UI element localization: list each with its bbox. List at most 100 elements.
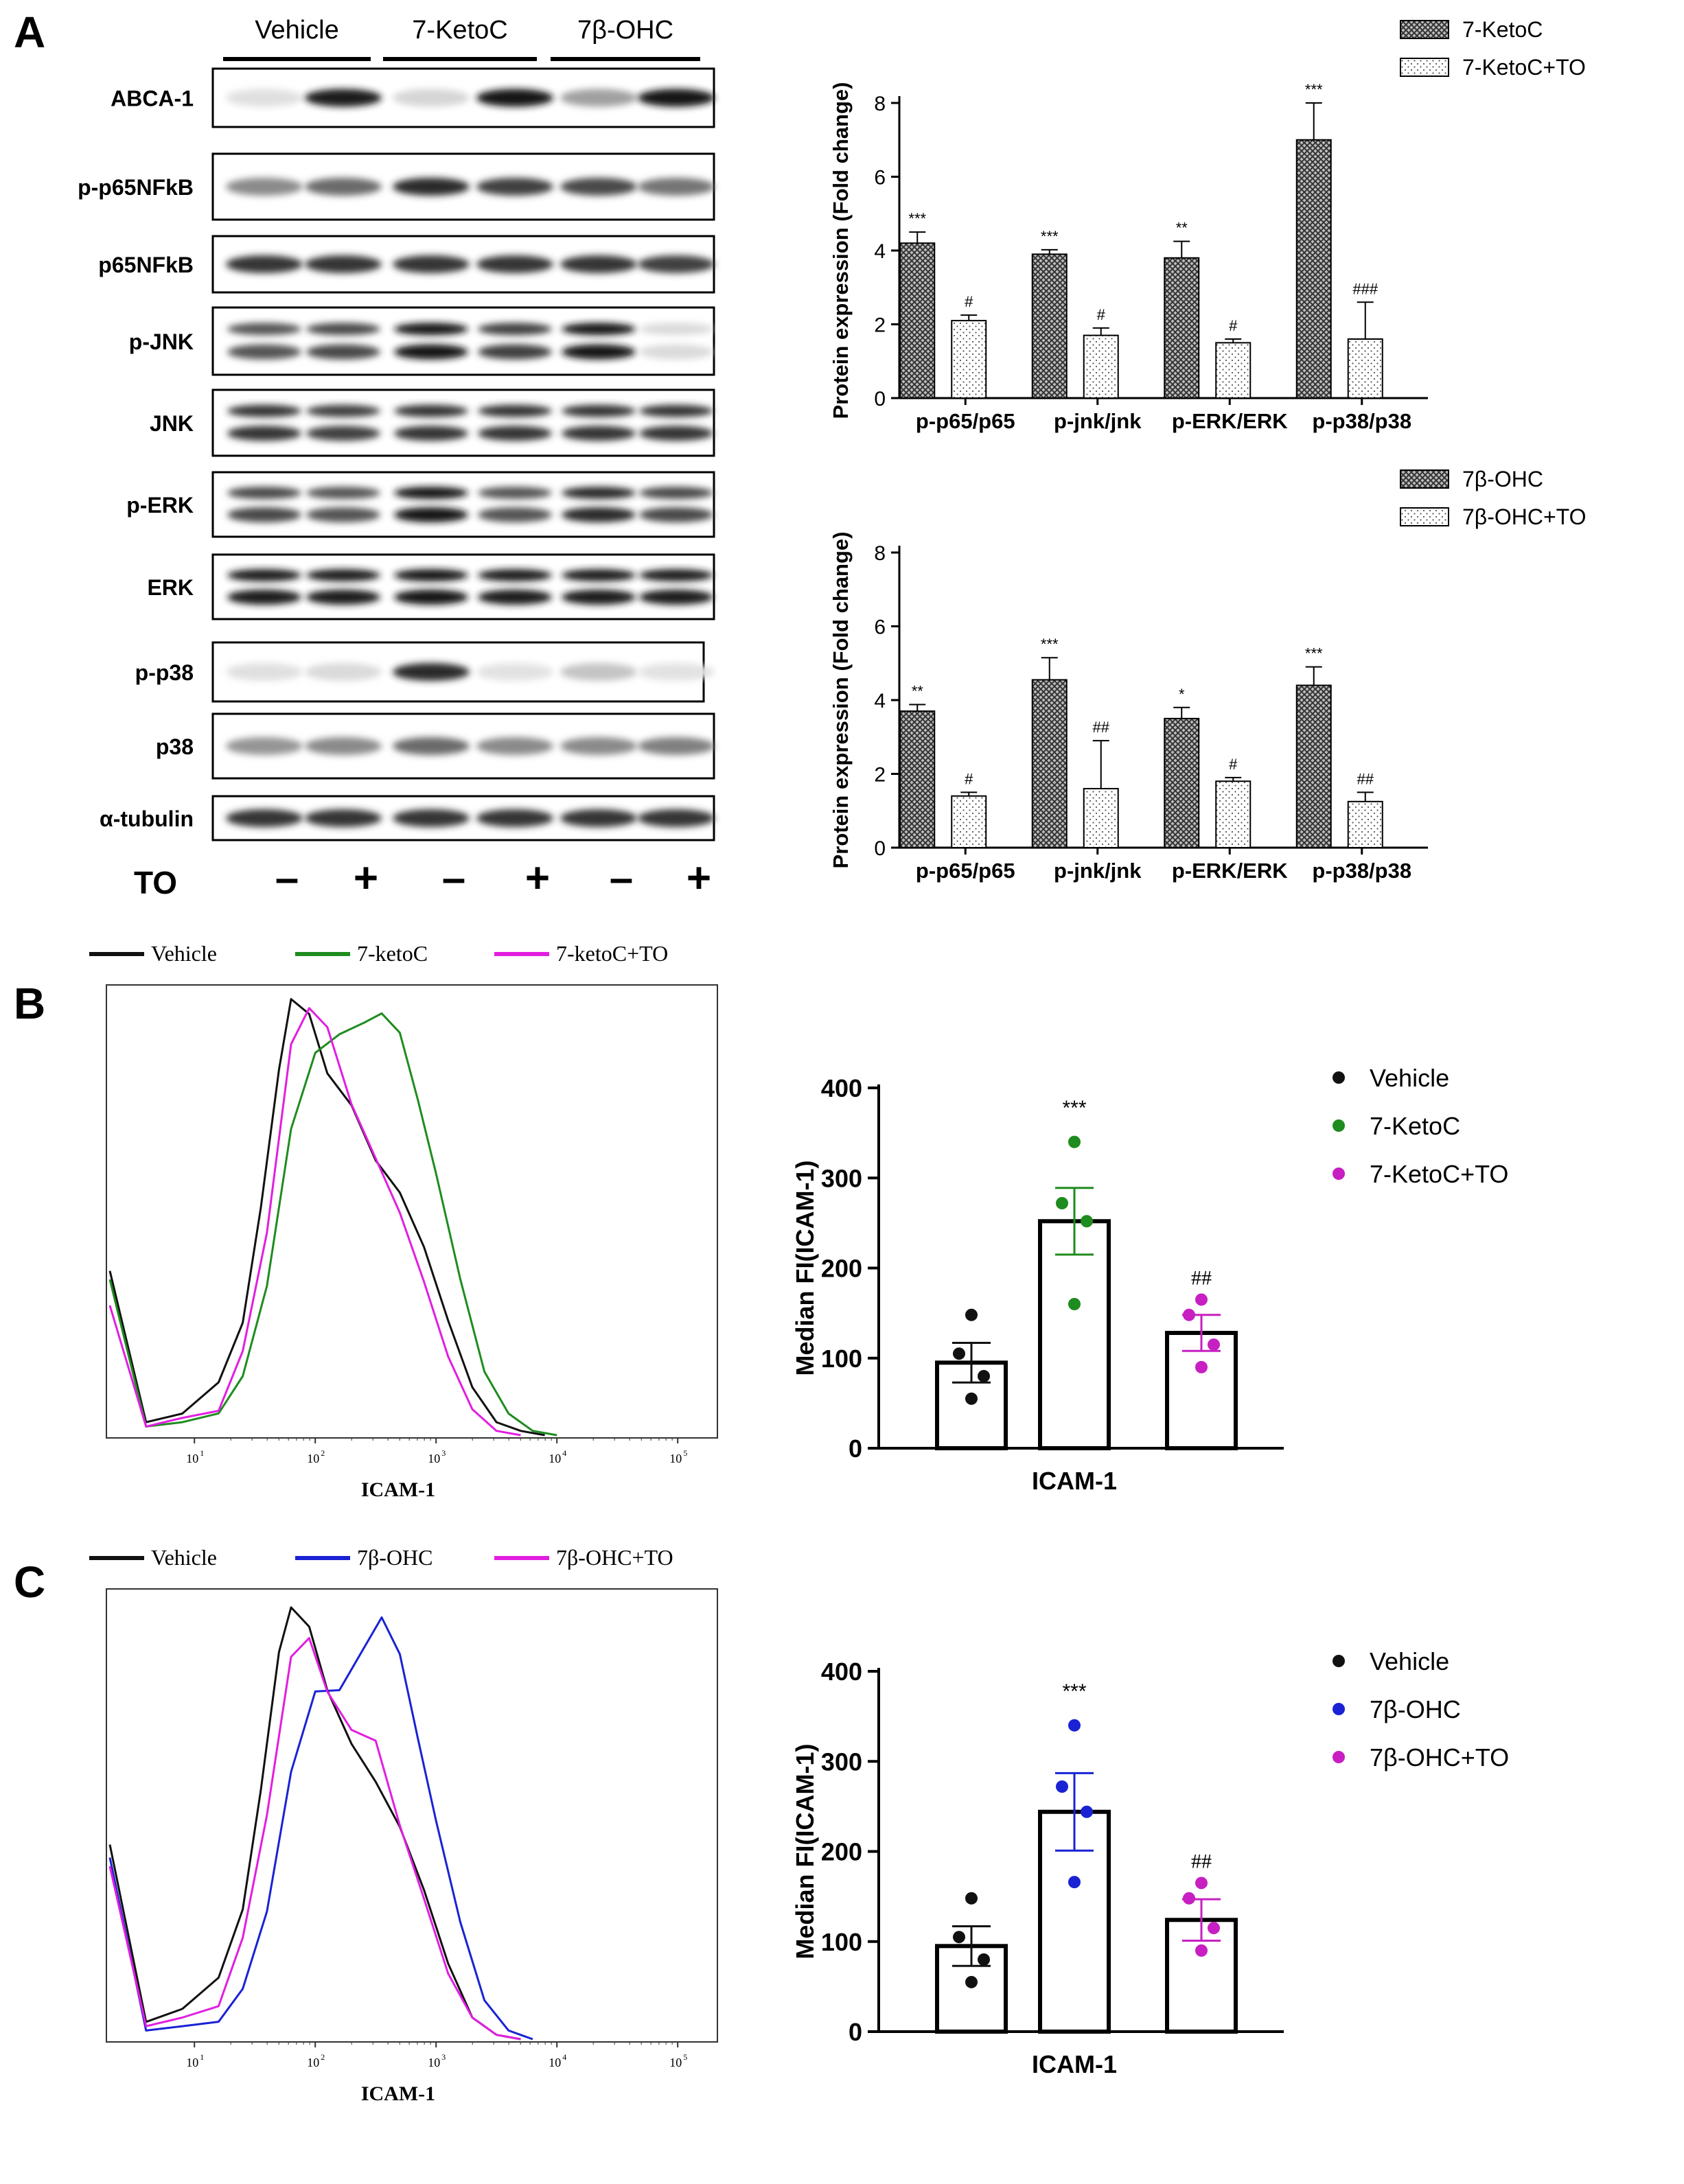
blot-band bbox=[227, 404, 301, 417]
bar bbox=[1083, 334, 1119, 399]
y-tick-label: 6 bbox=[874, 167, 886, 189]
blot-frame bbox=[211, 306, 715, 376]
blot-band bbox=[394, 507, 468, 523]
x-axis-label: ICAM-1 bbox=[361, 2082, 435, 2105]
legend-label: 7β-OHC+TO bbox=[1370, 1743, 1509, 1771]
data-point bbox=[953, 1347, 965, 1360]
x-tick-exponent: 1 bbox=[200, 2052, 204, 2062]
blot-group-label: 7β-OHC bbox=[577, 16, 673, 45]
x-axis-label: ICAM-1 bbox=[1032, 2050, 1117, 2078]
histogram-curve bbox=[108, 998, 545, 1437]
blot-band bbox=[476, 663, 553, 681]
significance-label: ### bbox=[1352, 280, 1378, 297]
blot-band bbox=[306, 344, 380, 360]
blot-band bbox=[306, 569, 380, 582]
blot-band bbox=[639, 323, 713, 336]
bar bbox=[1164, 257, 1200, 399]
histogram-curve bbox=[108, 1012, 557, 1437]
x-tick-exponent: 4 bbox=[562, 1448, 566, 1458]
bar bbox=[1031, 253, 1068, 399]
significance-label: * bbox=[1179, 686, 1185, 703]
blot-band bbox=[227, 487, 301, 500]
x-tick-exponent: 4 bbox=[562, 2052, 566, 2062]
blot-frame bbox=[211, 471, 715, 538]
legend-label: Vehicle bbox=[151, 1545, 217, 1570]
blot-band bbox=[562, 404, 636, 417]
y-tick-label: 400 bbox=[821, 1074, 862, 1102]
blot-band bbox=[393, 663, 470, 681]
blot-band bbox=[226, 809, 303, 827]
blot-band bbox=[562, 323, 636, 336]
treatment-mark: – bbox=[610, 855, 633, 902]
data-point bbox=[1068, 1135, 1081, 1148]
blot-band bbox=[562, 344, 636, 360]
legend-marker bbox=[1333, 1703, 1345, 1715]
x-tick-label: p-ERK/ERK bbox=[1172, 859, 1288, 883]
blot-band bbox=[478, 344, 552, 360]
blot-band bbox=[478, 323, 552, 336]
blot-band bbox=[638, 663, 715, 681]
blot-row-label: JNK bbox=[150, 411, 194, 436]
legend-label: Vehicle bbox=[151, 941, 217, 966]
legend-swatch bbox=[1400, 20, 1449, 39]
bar bbox=[1347, 338, 1383, 399]
data-point bbox=[965, 1975, 978, 1988]
histogram-curve bbox=[108, 1007, 521, 1437]
x-tick-exponent: 5 bbox=[683, 2052, 687, 2062]
x-tick-label: 10 bbox=[186, 2056, 198, 2069]
y-tick-label: 4 bbox=[874, 240, 886, 263]
blot-band bbox=[638, 737, 715, 755]
blot-band bbox=[394, 590, 468, 605]
y-tick-label: 100 bbox=[821, 1928, 862, 1956]
blot-band bbox=[393, 89, 470, 107]
blot-band bbox=[305, 663, 382, 681]
blot-band bbox=[305, 178, 382, 196]
x-tick-label: 10 bbox=[669, 2056, 682, 2069]
blot-band bbox=[476, 89, 553, 107]
bar bbox=[1295, 139, 1332, 399]
blot-row-label: ABCA-1 bbox=[111, 86, 194, 111]
blot-band bbox=[306, 323, 380, 336]
y-tick-label: 0 bbox=[874, 388, 886, 410]
x-tick-exponent: 3 bbox=[441, 1448, 446, 1458]
data-point bbox=[965, 1892, 978, 1905]
legend-marker bbox=[1333, 1119, 1345, 1132]
blot-band bbox=[478, 404, 552, 417]
bar bbox=[951, 320, 987, 399]
y-tick-label: 8 bbox=[874, 93, 886, 115]
blot-band bbox=[394, 426, 468, 441]
blot-band bbox=[476, 255, 553, 273]
data-point bbox=[978, 1370, 990, 1382]
significance-label: *** bbox=[1062, 1680, 1086, 1703]
treatment-mark: – bbox=[442, 855, 465, 902]
plot-frame bbox=[106, 1588, 718, 2043]
data-point bbox=[965, 1308, 978, 1321]
blot-band bbox=[638, 89, 715, 107]
blot-band bbox=[638, 255, 715, 273]
data-point bbox=[1081, 1805, 1093, 1818]
x-tick-exponent: 2 bbox=[321, 2052, 325, 2062]
significance-label: *** bbox=[908, 210, 926, 227]
legend-label: Vehicle bbox=[1370, 1647, 1449, 1675]
x-tick-label: p-ERK/ERK bbox=[1172, 409, 1288, 433]
blot-band bbox=[394, 487, 468, 500]
y-tick-label: 6 bbox=[874, 616, 886, 639]
data-point bbox=[1195, 1360, 1208, 1373]
blot-row-label: p-p65NFkB bbox=[78, 175, 194, 200]
bar-chart-a-ohc: 7β-OHC 7β-OHC+TO 0 2 4 6 8 Protein expression (… bbox=[829, 467, 1587, 883]
data-point bbox=[1208, 1338, 1220, 1351]
blot-band bbox=[560, 663, 637, 681]
blot-band bbox=[560, 178, 637, 196]
blot-row-label: α-tubulin bbox=[100, 806, 194, 831]
y-tick-label: 100 bbox=[821, 1345, 862, 1373]
y-tick-label: 2 bbox=[874, 764, 886, 787]
x-tick-label: 10 bbox=[428, 1452, 440, 1465]
y-tick-label: 200 bbox=[821, 1255, 862, 1283]
blot-band bbox=[226, 89, 303, 107]
significance-label: ## bbox=[1191, 1850, 1212, 1872]
blot-band bbox=[227, 426, 301, 441]
blot-band bbox=[227, 323, 301, 336]
x-tick-exponent: 2 bbox=[321, 1448, 325, 1458]
legend-label: 7-KetoC+TO bbox=[1462, 55, 1586, 80]
